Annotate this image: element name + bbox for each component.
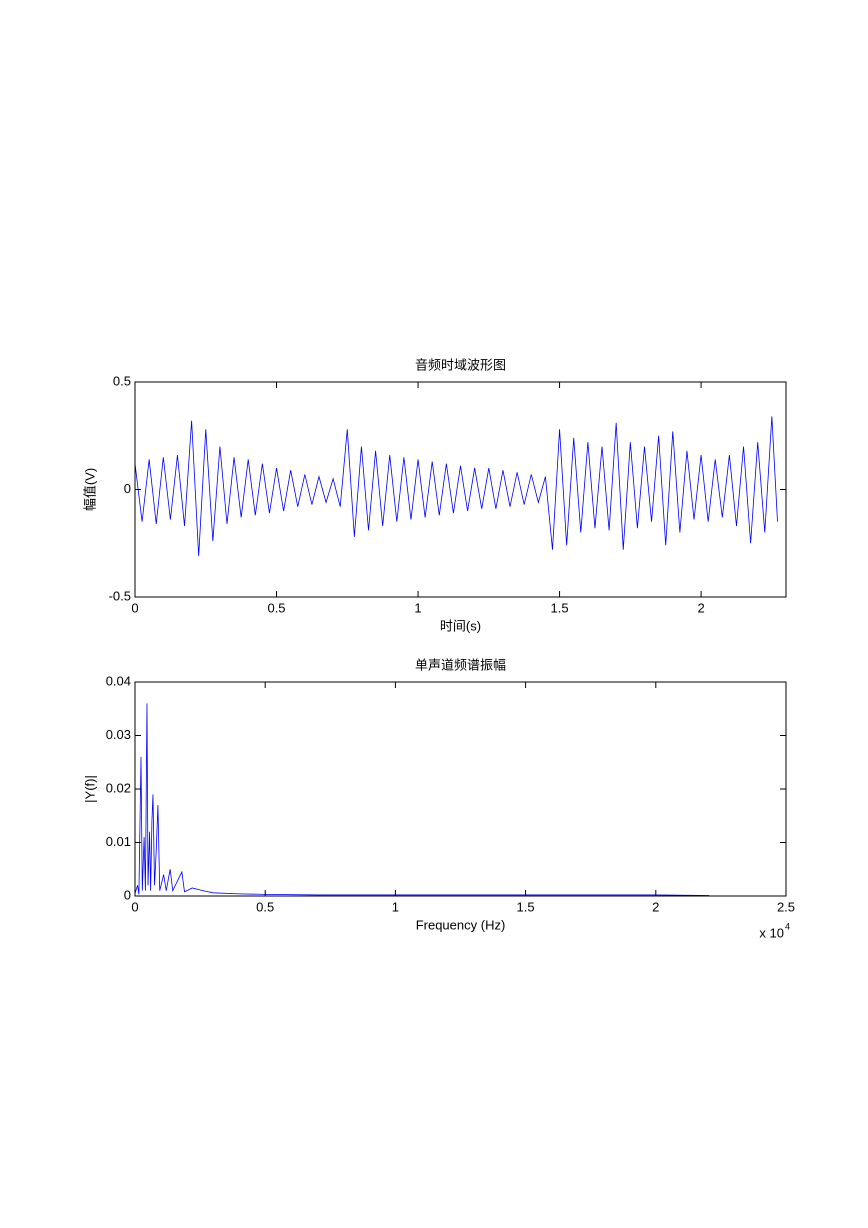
x-scale-exponent: 4 <box>785 921 790 931</box>
y-tick-label: 0.02 <box>106 780 131 795</box>
data-line <box>134 416 778 557</box>
x-scale-label: x 10 <box>759 925 784 940</box>
plot-area <box>134 681 787 897</box>
x-tick-label: 1.5 <box>517 899 535 914</box>
x-tick-label: 2 <box>697 600 704 615</box>
chart-title: 音频时域波形图 <box>415 357 506 372</box>
y-tick-label: 0.01 <box>106 834 131 849</box>
x-tick-label: 0 <box>131 600 138 615</box>
x-tick-label: 0.5 <box>267 600 285 615</box>
y-tick-label: 0 <box>124 481 131 496</box>
y-tick-label: 0.03 <box>106 727 131 742</box>
x-tick-label: 2.5 <box>777 899 795 914</box>
x-tick-label: 1 <box>392 899 399 914</box>
x-axis-label: Frequency (Hz) <box>416 917 506 932</box>
x-tick-label: 0.5 <box>256 899 274 914</box>
data-line <box>134 703 710 896</box>
x-tick-label: 1 <box>414 600 421 615</box>
x-axis-label: 时间(s) <box>440 618 481 633</box>
plot-area <box>134 381 787 598</box>
y-axis-label: |Y(f)| <box>82 775 97 803</box>
x-tick-label: 1.5 <box>551 600 569 615</box>
y-tick-label: 0.04 <box>106 673 131 688</box>
y-tick-label: -0.5 <box>109 588 131 603</box>
x-tick-label: 2 <box>652 899 659 914</box>
y-tick-label: 0 <box>124 887 131 902</box>
chart-title: 单声道频谱振幅 <box>415 657 506 672</box>
y-tick-label: 0.5 <box>113 373 131 388</box>
x-tick-label: 0 <box>131 899 138 914</box>
y-axis-label: 幅值(V) <box>82 468 97 511</box>
